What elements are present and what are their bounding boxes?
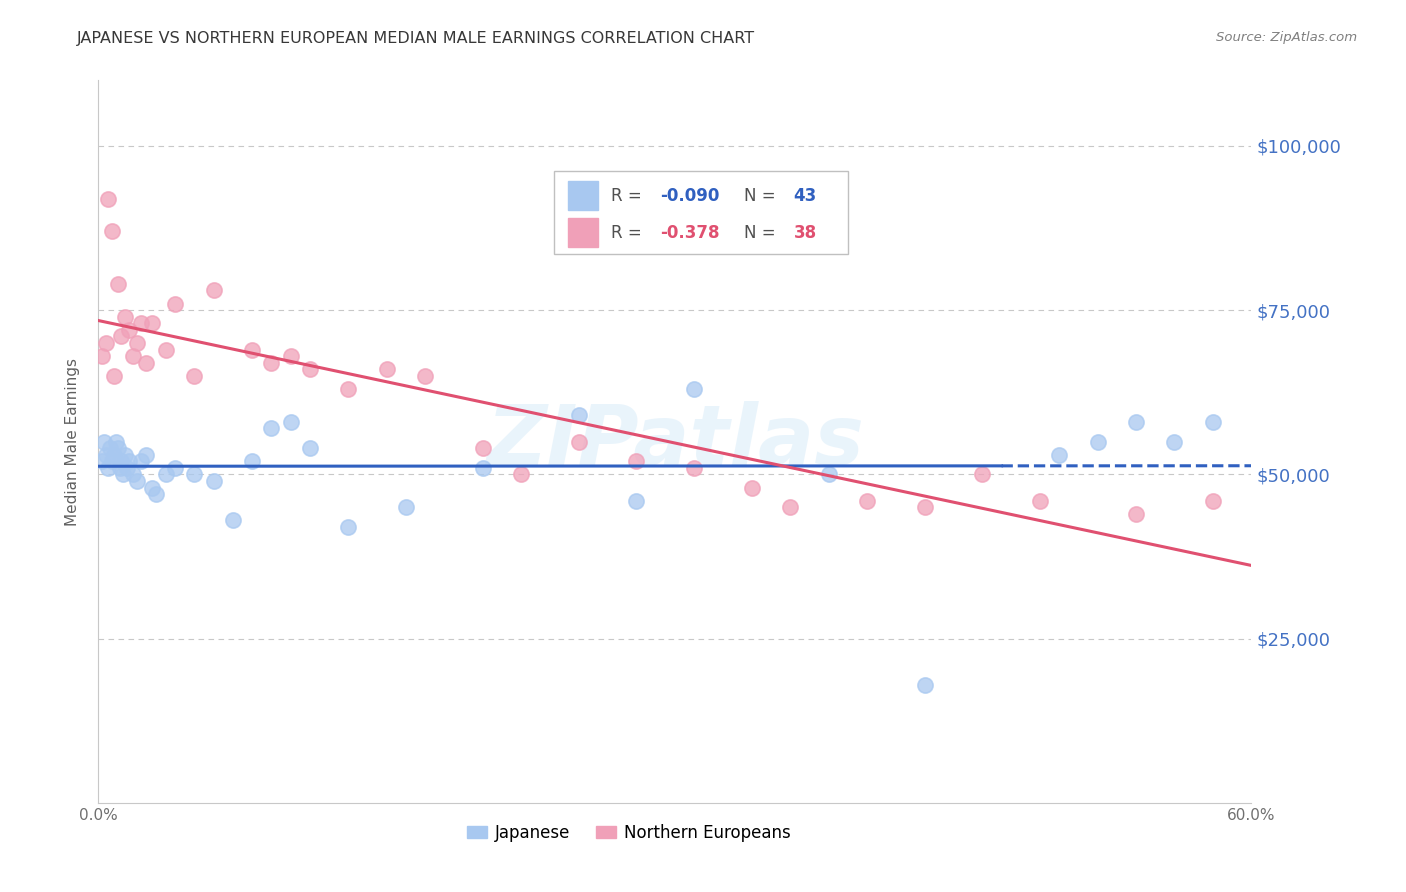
Point [240,454,263,468]
Point [914,677,936,691]
Point [222,513,245,527]
Text: N =: N = [744,224,780,242]
Point [118,454,141,468]
Point [817,467,839,482]
Point [103,368,125,383]
Point [117,460,139,475]
Point [108,460,131,475]
Point [1029,493,1052,508]
Point [114,448,136,462]
Point [104,434,127,449]
Point [110,329,132,343]
Point [125,474,148,488]
Point [1202,493,1225,508]
Point [741,481,763,495]
Text: ZIPatlas: ZIPatlas [486,401,863,482]
Point [135,448,157,462]
Point [114,310,136,324]
Point [94,448,117,462]
Point [165,460,187,475]
Point [856,493,879,508]
Point [568,409,591,423]
Text: R =: R = [612,224,648,242]
Point [337,382,360,396]
Point [122,349,145,363]
Point [375,362,398,376]
Point [413,368,436,383]
Point [183,467,205,482]
Point [129,316,152,330]
Point [103,448,125,462]
Point [1087,434,1109,449]
Text: R =: R = [612,186,648,204]
Point [165,296,187,310]
Point [972,467,994,482]
Point [568,434,591,449]
Point [395,500,418,515]
Point [1047,448,1070,462]
Point [97,460,120,475]
Point [141,316,163,330]
Point [118,323,141,337]
Bar [568,219,598,247]
Point [183,368,205,383]
Point [683,460,706,475]
Text: -0.378: -0.378 [659,224,720,242]
Legend: Japanese, Northern Europeans: Japanese, Northern Europeans [460,817,797,848]
Point [202,284,225,298]
Point [471,441,494,455]
Point [1202,415,1225,429]
Point [112,467,135,482]
Point [260,356,283,370]
Y-axis label: Median Male Earnings: Median Male Earnings [65,358,80,525]
Bar [568,181,598,210]
Point [626,493,648,508]
Text: 38: 38 [793,224,817,242]
Point [683,382,706,396]
Text: Source: ZipAtlas.com: Source: ZipAtlas.com [1216,31,1357,45]
Point [779,500,801,515]
Point [98,441,121,455]
Point [202,474,225,488]
Point [1125,507,1147,521]
Point [145,487,167,501]
Point [471,460,494,475]
Text: N =: N = [744,186,780,204]
Point [260,421,283,435]
Point [101,454,124,468]
Text: -0.090: -0.090 [659,186,720,204]
Point [510,467,533,482]
Point [107,441,129,455]
Point [155,343,177,357]
Point [626,454,648,468]
Point [110,454,132,468]
Text: 43: 43 [793,186,817,204]
Point [101,224,124,238]
Point [298,362,321,376]
Point [280,349,302,363]
Point [280,415,302,429]
Point [91,454,114,468]
Point [97,192,120,206]
Point [337,520,360,534]
Point [155,467,177,482]
Point [141,481,163,495]
Point [94,336,117,351]
Point [298,441,321,455]
Point [1163,434,1185,449]
Text: JAPANESE VS NORTHERN EUROPEAN MEDIAN MALE EARNINGS CORRELATION CHART: JAPANESE VS NORTHERN EUROPEAN MEDIAN MAL… [77,31,755,46]
Point [135,356,157,370]
Point [91,349,114,363]
Point [129,454,152,468]
Point [125,336,148,351]
Point [1125,415,1147,429]
Point [93,434,115,449]
Point [122,467,145,482]
Point [107,277,129,291]
Point [240,343,263,357]
Point [914,500,936,515]
FancyBboxPatch shape [554,170,848,253]
